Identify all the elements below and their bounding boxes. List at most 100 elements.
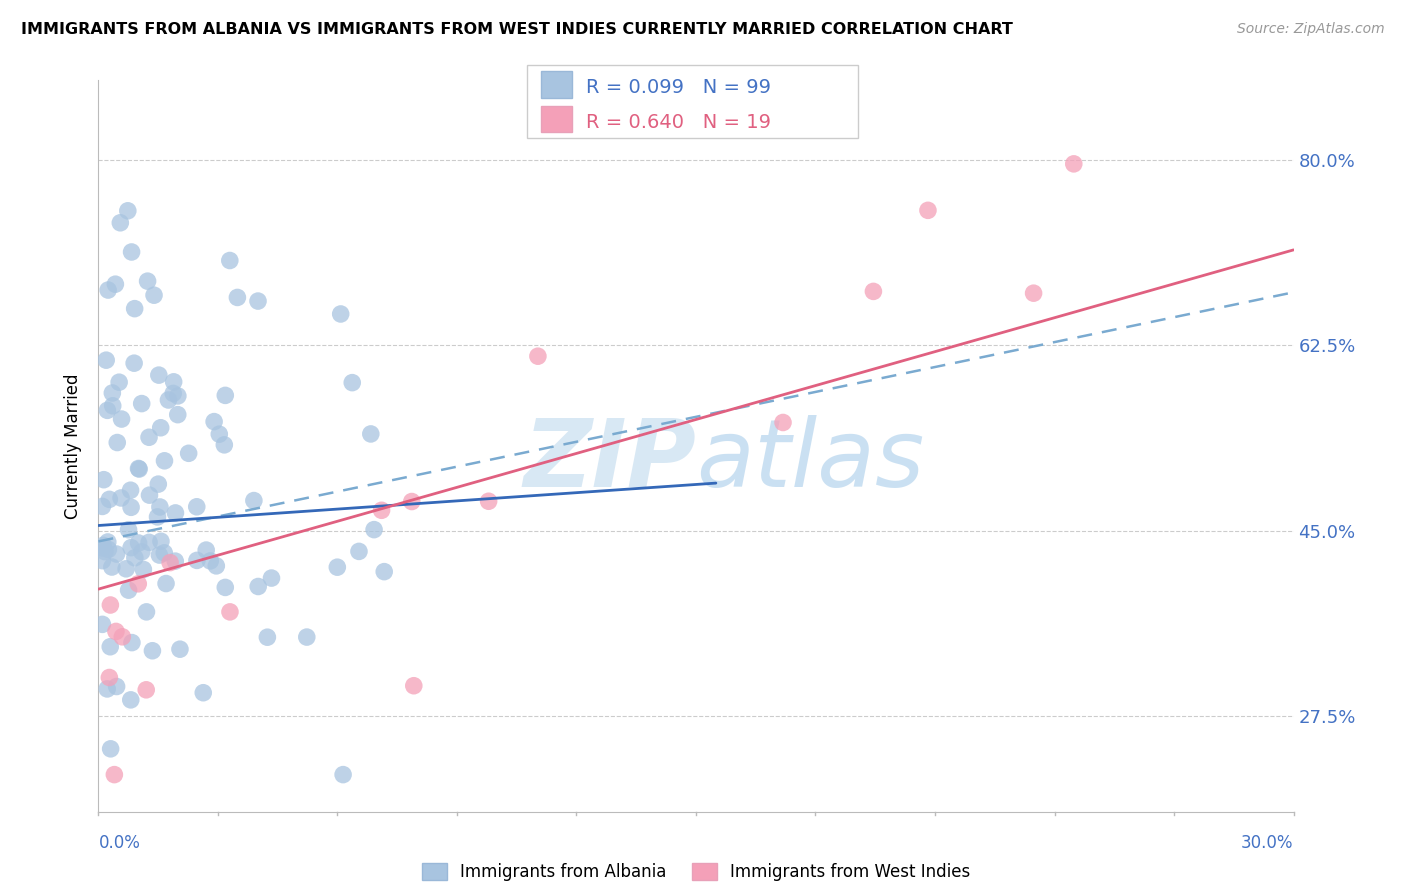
Point <box>186 500 208 514</box>
Point <box>193 686 215 700</box>
Point <box>128 536 150 550</box>
Point <box>256 630 278 644</box>
Point <box>96 403 118 417</box>
Point <box>214 438 236 452</box>
Point <box>100 741 122 756</box>
Point <box>402 679 425 693</box>
Point <box>91 538 114 552</box>
Point <box>370 503 392 517</box>
Point <box>131 545 153 559</box>
Point <box>155 576 177 591</box>
Point <box>122 356 145 370</box>
Point <box>135 682 157 697</box>
Point <box>115 562 138 576</box>
Point <box>247 294 270 309</box>
Point <box>247 580 270 594</box>
Point <box>127 576 149 591</box>
Point <box>146 510 169 524</box>
Point <box>527 349 550 363</box>
Point <box>111 630 134 644</box>
Point <box>110 216 132 230</box>
Point <box>135 605 157 619</box>
Point <box>162 386 184 401</box>
Legend: Immigrants from Albania, Immigrants from West Indies: Immigrants from Albania, Immigrants from… <box>415 856 977 888</box>
Point <box>1022 286 1045 301</box>
Point <box>96 353 118 368</box>
Point <box>104 277 127 292</box>
Point <box>363 523 385 537</box>
Point <box>208 427 231 442</box>
Point <box>202 415 225 429</box>
Point <box>148 477 170 491</box>
Point <box>166 389 188 403</box>
Point <box>219 605 242 619</box>
Point <box>124 301 146 316</box>
Point <box>148 548 170 562</box>
Point <box>97 535 120 549</box>
Point <box>141 644 163 658</box>
Point <box>94 544 117 558</box>
Point <box>98 598 122 612</box>
Point <box>91 617 114 632</box>
Text: 30.0%: 30.0% <box>1241 834 1294 852</box>
Point <box>101 399 124 413</box>
Point <box>157 392 180 407</box>
Point <box>260 571 283 585</box>
Point <box>97 542 120 557</box>
Point <box>205 558 228 573</box>
Point <box>120 693 142 707</box>
Point <box>120 483 142 498</box>
Point <box>98 671 121 685</box>
Point <box>128 461 150 475</box>
Point <box>218 253 240 268</box>
Point <box>101 560 124 574</box>
Text: 0.0%: 0.0% <box>98 834 141 852</box>
Point <box>295 630 318 644</box>
Point <box>332 767 354 781</box>
Point <box>98 492 121 507</box>
Point <box>214 388 236 402</box>
Point <box>153 454 176 468</box>
Point <box>110 491 132 505</box>
Point <box>186 553 208 567</box>
Point <box>110 412 132 426</box>
Point <box>138 430 160 444</box>
Point <box>478 494 501 508</box>
Point <box>117 203 139 218</box>
Text: R = 0.099   N = 99: R = 0.099 N = 99 <box>586 78 772 96</box>
Point <box>138 535 160 549</box>
Point <box>326 560 349 574</box>
Point <box>98 640 121 654</box>
Point <box>103 767 125 781</box>
Point <box>132 562 155 576</box>
Point <box>91 554 114 568</box>
Point <box>148 368 170 383</box>
Point <box>177 446 200 460</box>
Point <box>121 244 143 259</box>
Point <box>128 462 150 476</box>
Point <box>149 534 172 549</box>
Point <box>149 500 172 514</box>
Text: IMMIGRANTS FROM ALBANIA VS IMMIGRANTS FROM WEST INDIES CURRENTLY MARRIED CORRELA: IMMIGRANTS FROM ALBANIA VS IMMIGRANTS FR… <box>21 22 1012 37</box>
Point <box>373 565 395 579</box>
Point <box>153 546 176 560</box>
Point <box>149 421 172 435</box>
Point <box>163 375 186 389</box>
Point <box>342 376 364 390</box>
Point <box>917 203 939 218</box>
Y-axis label: Currently Married: Currently Married <box>65 373 83 519</box>
Point <box>138 488 160 502</box>
Point <box>101 386 124 401</box>
Point <box>91 500 114 514</box>
Point <box>143 288 166 302</box>
Point <box>347 544 370 558</box>
Point <box>93 473 115 487</box>
Point <box>131 396 153 410</box>
Point <box>214 581 236 595</box>
Point <box>862 285 884 299</box>
Point <box>401 494 423 508</box>
Point <box>120 541 142 555</box>
Point <box>200 554 222 568</box>
Point <box>136 274 159 288</box>
Point <box>121 635 143 649</box>
